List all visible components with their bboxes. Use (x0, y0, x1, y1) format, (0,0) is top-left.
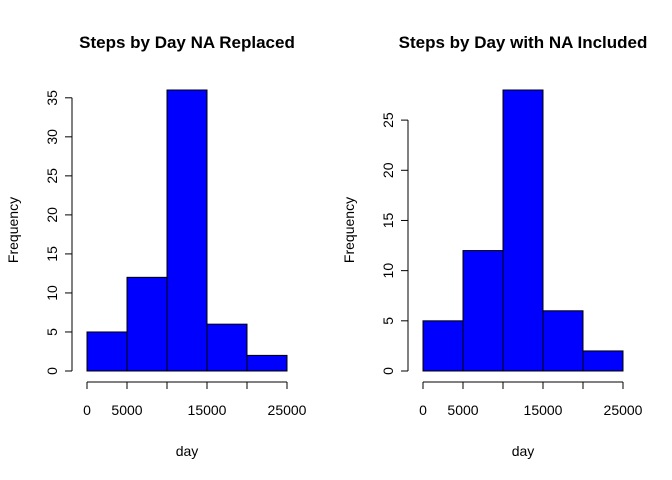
y-tick-label: 10 (44, 285, 60, 301)
histogram-bar (582, 350, 624, 372)
histogram-bar (206, 323, 248, 372)
y-tick-label: 20 (380, 162, 396, 178)
histogram-bar (126, 276, 168, 372)
histogram-bar (166, 89, 208, 372)
x-axis-label: day (176, 443, 199, 459)
x-tick-label: 25000 (604, 402, 643, 418)
y-tick-label: 25 (380, 112, 396, 128)
histogram-bar (246, 354, 288, 372)
y-axis-label: Frequency (5, 197, 21, 263)
y-tick-label: 0 (44, 367, 60, 375)
panel-na-included: Steps by Day with NA Included Frequency … (341, 33, 647, 459)
histogram-bar (542, 310, 584, 372)
histogram-bar (502, 89, 544, 372)
y-tick-label: 20 (44, 207, 60, 223)
x-axis: 0 5000 15000 25000 (83, 381, 307, 418)
y-tick-label: 30 (44, 129, 60, 145)
bars (422, 89, 624, 372)
y-axis-label: Frequency (341, 197, 357, 263)
y-tick-label: 25 (44, 168, 60, 184)
y-tick-label: 0 (380, 367, 396, 375)
y-tick-label: 5 (44, 328, 60, 336)
y-tick-label: 35 (44, 90, 60, 106)
x-tick-label: 15000 (188, 402, 227, 418)
y-tick-label: 5 (380, 317, 396, 325)
y-tick-label: 15 (380, 212, 396, 228)
x-axis-label: day (512, 443, 535, 459)
histogram-bar (86, 331, 128, 372)
x-tick-label: 5000 (447, 402, 478, 418)
bars (86, 89, 288, 372)
y-tick-label: 15 (44, 246, 60, 262)
x-axis: 0 5000 15000 25000 (419, 381, 643, 418)
y-axis: 0 5 10 15 20 25 30 35 (44, 90, 73, 375)
y-axis: 0 5 10 15 20 25 (380, 112, 409, 375)
x-tick-label: 25000 (268, 402, 307, 418)
panel-na-replaced: Steps by Day NA Replaced Frequency day 0… (5, 33, 307, 459)
chart-title: Steps by Day with NA Included (399, 33, 648, 52)
x-tick-label: 0 (419, 402, 427, 418)
histogram-bar (422, 320, 464, 372)
x-tick-label: 5000 (111, 402, 142, 418)
y-tick-label: 10 (380, 263, 396, 279)
chart-title: Steps by Day NA Replaced (79, 33, 295, 52)
histogram-bar (462, 250, 504, 372)
x-tick-label: 0 (83, 402, 91, 418)
x-tick-label: 15000 (524, 402, 563, 418)
